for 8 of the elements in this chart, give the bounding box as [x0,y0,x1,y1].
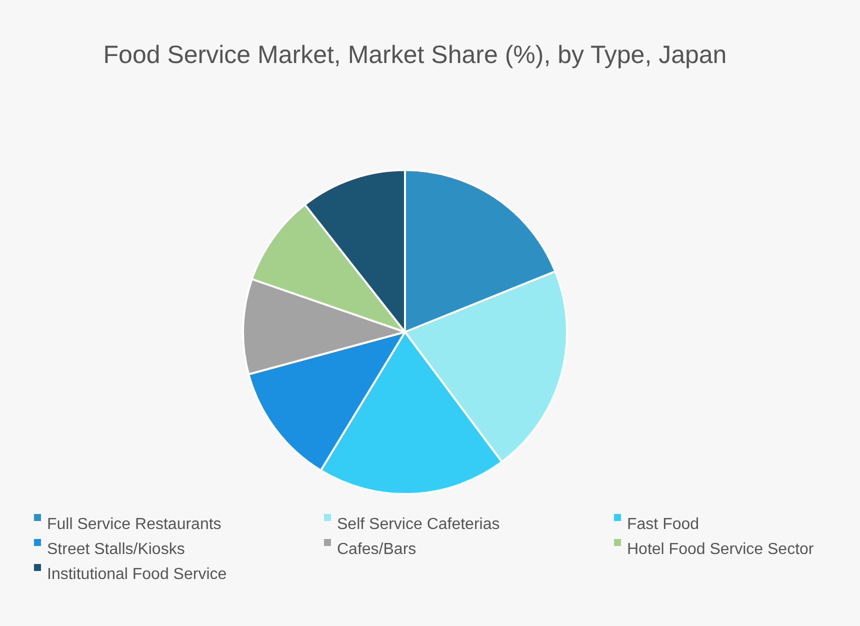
chart-title: Food Service Market, Market Share (%), by Type, Japan [103,41,727,69]
legend-label: Institutional Food Service [47,566,227,583]
legend-label: Self Service Cafeterias [337,516,500,533]
legend-label: Street Stalls/Kiosks [47,541,185,558]
legend-label: Cafes/Bars [337,541,416,558]
legend-label: Full Service Restaurants [47,516,222,533]
legend-label: Hotel Food Service Sector [627,541,814,558]
legend-label: Fast Food [627,516,700,533]
